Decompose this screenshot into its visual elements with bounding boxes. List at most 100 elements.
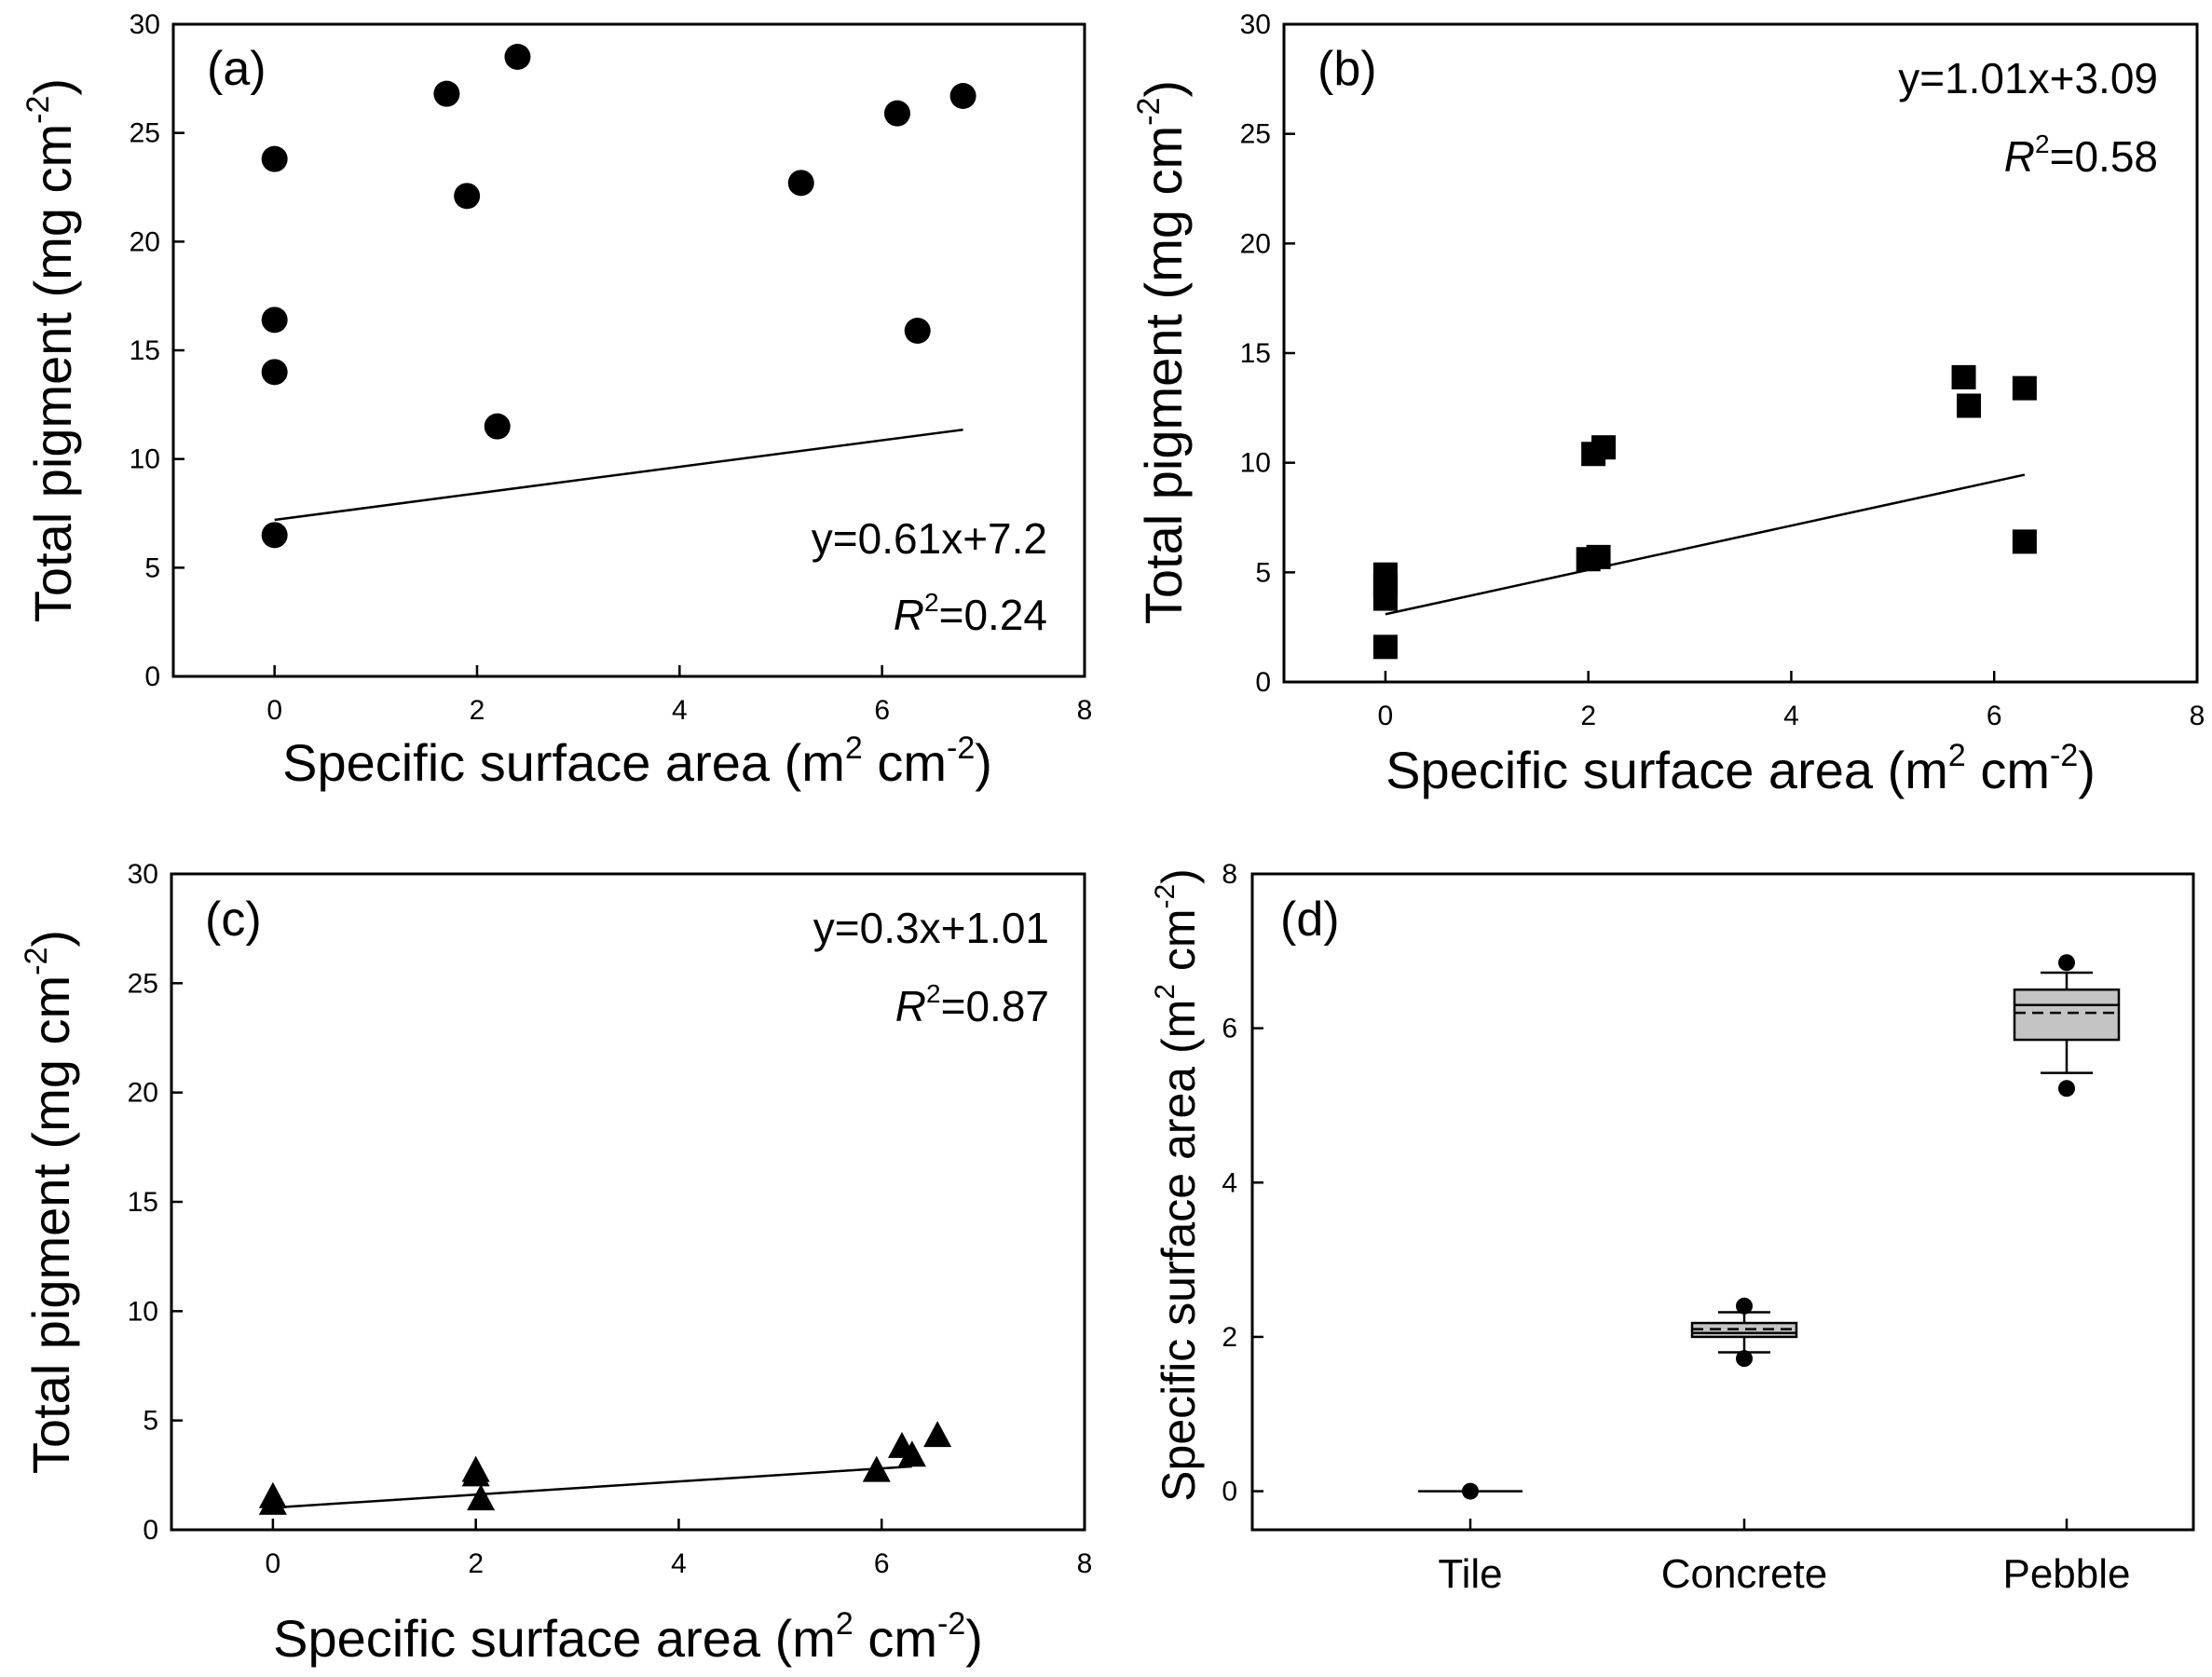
panel-b-x-tick-label: 8 [2190,701,2205,731]
panel-c-x-tick-label: 0 [266,1548,281,1579]
panel-d-outlier [1736,1297,1753,1315]
panel-b-x-axis-title: Specific surface area (m2 cm-2) [1386,738,2096,799]
panel-a-equation: y=0.61x+7.2 [812,514,1047,563]
panel-b-x-tick-label: 6 [1987,701,2002,731]
panel-a-data-point [261,145,288,172]
panel-a-x-tick-label: 2 [470,695,485,726]
panel-a-data-point [261,522,288,549]
panel-b-data-point [1372,634,1398,660]
panel-c-y-tick-label: 10 [128,1296,158,1327]
panel-a-y-tick-label: 30 [130,9,160,40]
panel-b-y-tick-label: 5 [1255,557,1271,588]
panel-c-equation: y=0.3x+1.01 [813,904,1049,952]
panel-b-r-squared: R2=0.58 [2004,130,2158,181]
panel-b: 0 5 10 15 20 25 30 0 2 4 6 8 (b) y=1.01x+3.09 R2=0… [1131,9,2205,799]
panel-b-y-tick-label: 20 [1240,228,1271,259]
panel-a-data-point [433,80,460,107]
panel-c-y-tick-label: 30 [128,859,158,890]
panel-b-y-tick-label: 10 [1240,448,1271,479]
panel-c-data-point [862,1455,891,1482]
panel-b-data-point [1372,586,1398,611]
panel-c-data-point [923,1421,952,1448]
panel-a-regression-line [274,428,963,522]
panel-b-plot-frame [1282,22,2199,684]
panel-d-y-tick-label: 4 [1222,1167,1237,1198]
panel-d-category-label: Pebble [2002,1551,2130,1597]
panel-a: 0 5 10 15 20 25 30 0 2 4 6 8 (a) y=0.61x+7.2 R2=0.… [20,9,1092,792]
panel-b-y-tick-label: 30 [1240,9,1271,40]
panel-c-x-tick-label: 2 [468,1548,484,1579]
panel-b-data-point [1951,364,1976,389]
panel-d-y-tick-label: 2 [1222,1322,1237,1353]
panel-a-data-point [787,170,814,197]
panel-c-x-axis-title: Specific surface area (m2 cm-2) [273,1606,983,1668]
panel-a-r-squared: R2=0.24 [894,588,1047,639]
panel-d-y-tick-label: 6 [1222,1014,1237,1044]
panel-d-outlier [2058,954,2075,972]
panel-d-boxes [1418,954,2121,1500]
panel-a-x-tick-label: 0 [266,695,282,726]
panel-c-r-squared: R2=0.87 [895,979,1049,1030]
panel-b-y-tick-label: 0 [1255,667,1271,698]
panel-a-data-point [261,359,288,386]
panel-d-box-tile [1418,1482,1522,1500]
panel-b-x-tick-label: 0 [1378,701,1394,731]
panel-b-y-axis: 0 5 10 15 20 25 30 [1240,9,1295,698]
panel-d-y-tick-label: 0 [1222,1477,1237,1507]
panel-b-regression-line [1385,473,2026,616]
panel-a-y-tick-label: 25 [130,118,160,149]
panel-c-y-tick-label: 25 [128,968,158,999]
panel-a-x-tick-label: 4 [672,695,688,726]
panel-b-y-tick-label: 15 [1240,338,1271,369]
panel-c-y-tick-label: 0 [143,1515,158,1546]
panel-a-x-tick-label: 8 [1077,695,1093,726]
panel-a-data-point [949,83,976,109]
panel-c-y-tick-label: 20 [128,1078,158,1109]
panel-b-x-tick-label: 4 [1783,701,1799,731]
panel-c-data-point [897,1440,926,1467]
panel-d-x-axis: Tile Concrete Pebble [1438,1519,2131,1597]
panel-c-data-points [258,1421,952,1515]
panel-a-data-point [883,100,910,127]
panel-c-regression-line [272,1465,912,1509]
panel-d-y-tick-label: 8 [1222,859,1237,890]
panel-c-plot-frame [170,872,1086,1532]
panel-a-plot-frame [171,22,1086,678]
panel-d: 0 2 4 6 8 Tile Concrete Pebble (d) Specific su… [1150,859,2195,1597]
panel-c-data-point [467,1484,496,1511]
panel-b-data-point [1591,435,1616,460]
panel-d-category-label: Tile [1438,1551,1502,1597]
panel-c-label: (c) [205,893,262,947]
panel-a-data-point [454,183,481,210]
panel-c-x-tick-label: 4 [671,1548,687,1579]
panel-d-box-pebble [2013,954,2121,1098]
panel-c-y-axis: 0 5 10 15 20 25 30 [128,859,183,1546]
panel-c-x-axis: 0 2 4 6 8 [266,1519,1093,1579]
panel-a-data-point [504,44,531,70]
panel-d-y-axis: 0 2 4 6 8 [1222,859,1263,1507]
panel-a-y-tick-label: 10 [130,444,160,475]
panel-b-data-points [1372,364,2037,660]
panel-d-box-concrete [1690,1297,1798,1368]
panel-b-y-axis-title: Total pigment (mg cm-2) [1131,80,1193,624]
panel-a-x-tick-label: 6 [874,695,890,726]
panel-c-x-tick-label: 8 [1077,1548,1093,1579]
panel-d-outlier [2058,1080,2075,1098]
panel-a-data-point [484,413,511,440]
panel-b-x-tick-label: 2 [1580,701,1596,731]
panel-b-data-point [1586,544,1611,569]
panel-c: 0 5 10 15 20 25 30 0 2 4 6 8 (c) y=0.3x+1.01 R2=0.… [19,859,1092,1668]
panel-a-data-point [261,307,288,334]
panel-a-data-points [261,44,976,549]
panel-b-equation: y=1.01x+3.09 [1898,54,2158,102]
panel-a-y-tick-label: 5 [144,552,160,583]
panel-b-data-point [2012,529,2037,554]
panel-a-y-tick-label: 0 [144,661,160,692]
panel-a-y-tick-label: 15 [130,335,160,366]
panel-c-y-tick-label: 5 [143,1406,158,1437]
panel-a-label: (a) [207,42,266,96]
panel-d-plot-frame [1250,872,2195,1532]
panel-c-data-point [461,1455,490,1482]
panel-d-label: (d) [1280,893,1340,947]
